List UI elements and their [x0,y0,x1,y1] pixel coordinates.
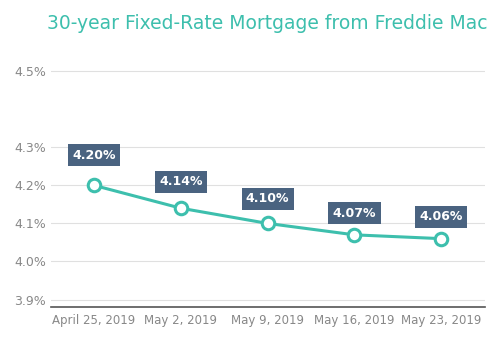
Text: 4.07%: 4.07% [332,207,376,220]
Text: 4.14%: 4.14% [159,175,202,189]
Text: 4.20%: 4.20% [72,149,116,162]
Text: 4.10%: 4.10% [246,192,290,205]
Text: 4.06%: 4.06% [420,210,463,223]
Title: 30-year Fixed-Rate Mortgage from Freddie Mac: 30-year Fixed-Rate Mortgage from Freddie… [48,14,488,33]
